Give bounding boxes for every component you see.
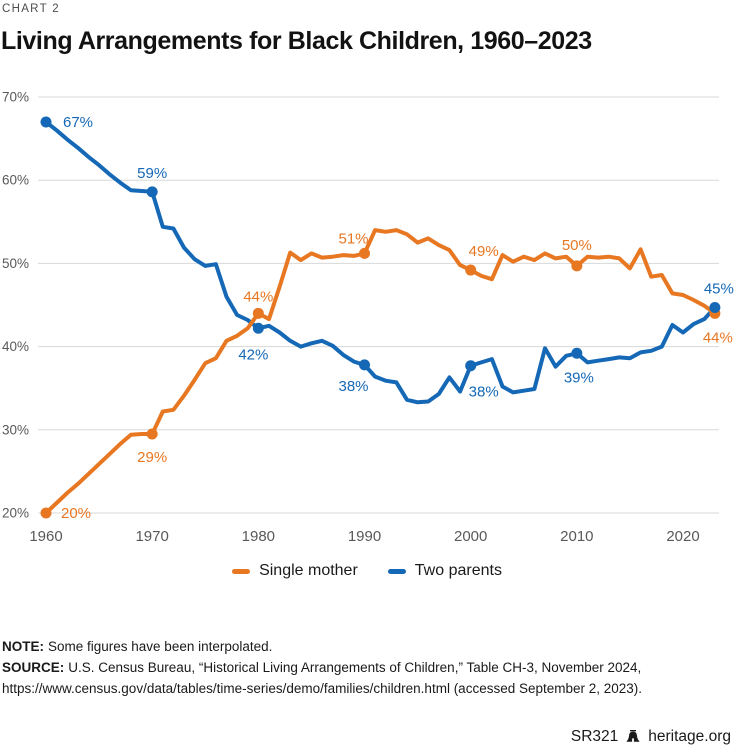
x-tick-label: 1980 [242, 528, 275, 545]
page-title: Living Arrangements for Black Children, … [1, 27, 592, 55]
brand-line: SR321 heritage.org [571, 728, 731, 746]
legend-item-two-parents: Two parents [387, 562, 502, 580]
x-tick-label: 1960 [29, 528, 62, 545]
line-chart: 20% 30% 40% 50% 60% 70% 1960 1970 1980 1990 2000 20… [2, 90, 734, 546]
marker-dot-two-parents-1980 [252, 322, 264, 334]
y-tick-label: 40% [2, 339, 29, 354]
y-tick-label: 30% [2, 422, 29, 437]
marker-label-single-mother-2000: 49% [469, 243, 499, 260]
y-tick-label: 50% [2, 256, 29, 271]
marker-dot-single-mother-2000 [465, 264, 477, 276]
note-line: NOTE: Some figures have been interpolated… [2, 636, 732, 657]
marker-dot-two-parents-2000 [465, 360, 477, 372]
chart-kicker: CHART 2 [2, 3, 60, 15]
marker-label-two-parents-1990: 38% [338, 378, 368, 395]
y-tick-label: 70% [2, 90, 29, 105]
legend-swatch-single-mother [232, 568, 251, 574]
x-tick-label: 1990 [348, 528, 381, 545]
marker-dot-single-mother-2010 [571, 260, 583, 272]
marker-label-two-parents-1960: 67% [63, 114, 93, 131]
y-tick-label: 20% [2, 506, 29, 521]
legend-item-single-mother: Single mother [232, 562, 358, 580]
marker-label-single-mother-1970: 29% [137, 449, 167, 466]
legend-swatch-two-parents [387, 568, 406, 574]
marker-label-two-parents-1970: 59% [137, 165, 167, 182]
marker-dot-two-parents-2010 [571, 347, 583, 359]
marker-label-two-parents-1980: 42% [238, 346, 268, 363]
note-label: NOTE: [2, 639, 44, 654]
heritage-bell-icon [625, 729, 641, 745]
marker-dot-single-mother-1970 [146, 428, 158, 440]
chart-legend: Single mother Two parents [0, 562, 734, 580]
marker-label-single-mother-2023: 44% [703, 329, 733, 346]
marker-dot-two-parents-1960 [40, 116, 52, 128]
marker-label-single-mother-2010: 50% [562, 237, 592, 254]
marker-dot-two-parents-1990 [359, 359, 371, 371]
site-name: heritage.org [648, 728, 731, 745]
marker-label-two-parents-2000: 38% [469, 384, 499, 401]
marker-dot-single-mother-1990 [359, 247, 371, 259]
marker-dot-two-parents-2023 [709, 301, 721, 313]
legend-label-single-mother: Single mother [259, 562, 358, 579]
marker-dot-single-mother-1960 [40, 507, 52, 519]
source-text: U.S. Census Bureau, “Historical Living A… [2, 660, 643, 696]
series-line-single-mother [44, 228, 717, 515]
source-label: SOURCE: [2, 660, 65, 675]
marker-label-single-mother-1980: 44% [243, 288, 273, 305]
note-text: Some figures have been interpolated. [48, 639, 273, 654]
x-tick-label: 2020 [666, 528, 699, 545]
marker-label-two-parents-2010: 39% [564, 369, 594, 386]
source-line: SOURCE: U.S. Census Bureau, “Historical L… [2, 657, 732, 699]
x-tick-label: 1970 [135, 528, 168, 545]
y-tick-label: 60% [2, 173, 29, 188]
marker-label-single-mother-1960: 20% [61, 505, 91, 522]
report-id: SR321 [570, 728, 619, 745]
legend-label-two-parents: Two parents [414, 562, 502, 579]
chart-footnotes: NOTE: Some figures have been interpolated… [2, 636, 732, 699]
series-line-two-parents [44, 120, 717, 405]
x-tick-label: 2010 [560, 528, 593, 545]
marker-dot-single-mother-1980 [252, 307, 264, 319]
marker-label-two-parents-2023: 45% [704, 280, 734, 297]
marker-dot-two-parents-1970 [146, 186, 158, 198]
x-tick-label: 2000 [454, 528, 487, 545]
marker-label-single-mother-1990: 51% [338, 230, 368, 247]
